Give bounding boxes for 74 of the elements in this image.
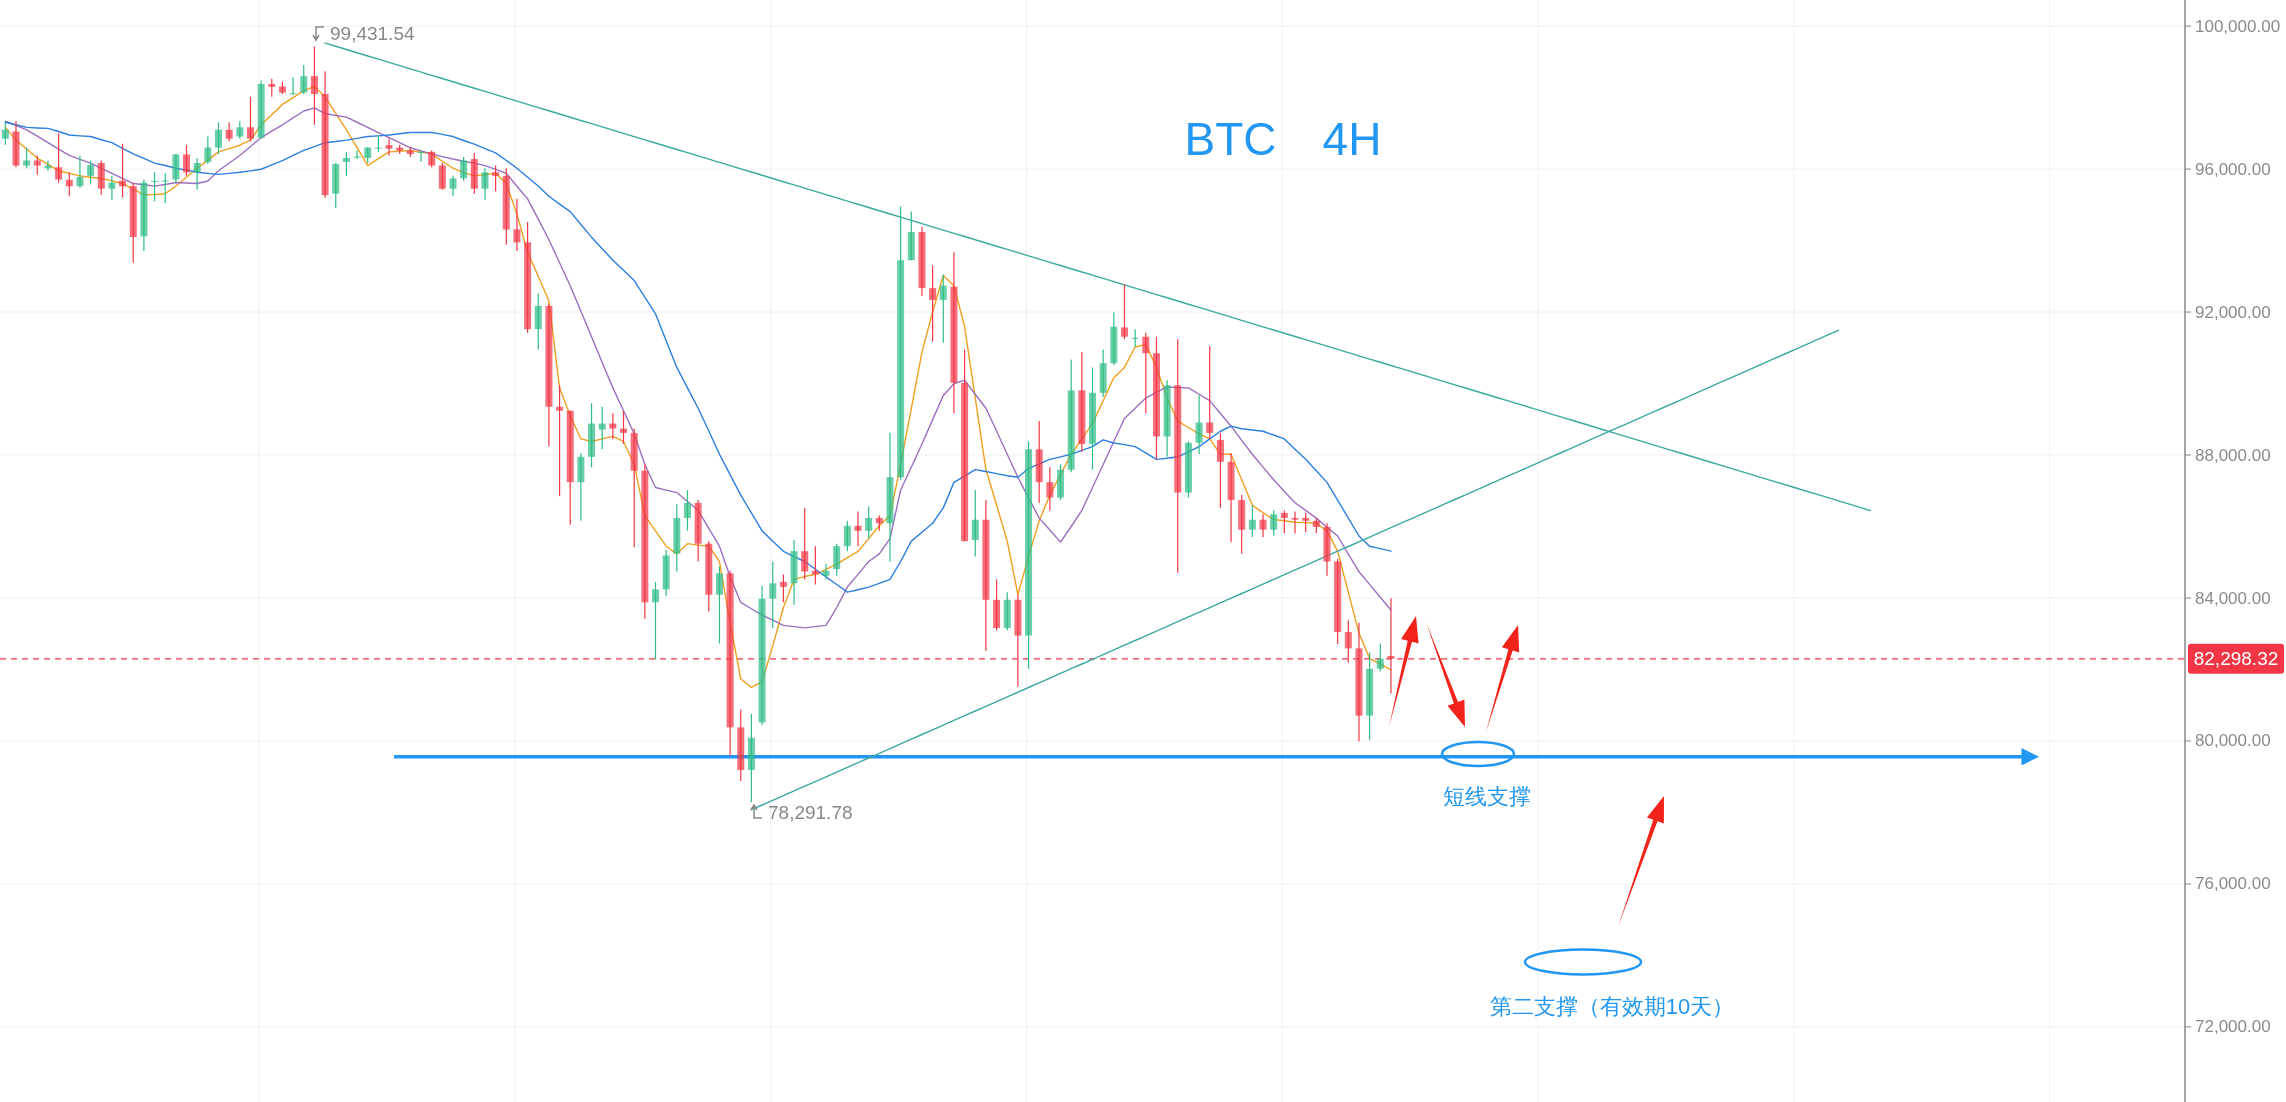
- candlestick: [1, 121, 9, 146]
- ref-line-label: 82,298.32: [2193, 648, 2279, 670]
- candlestick: [1259, 513, 1267, 538]
- candlestick: [23, 147, 31, 169]
- candlestick: [1280, 509, 1288, 534]
- candlestick: [342, 151, 350, 177]
- candlestick: [513, 198, 521, 252]
- candlestick: [556, 384, 564, 497]
- candlestick: [1291, 510, 1299, 534]
- candlestick: [620, 410, 628, 445]
- candlestick: [801, 507, 809, 581]
- candlestick: [449, 175, 457, 197]
- y-tick-label: 72,000.00: [2195, 1017, 2271, 1037]
- candlestick: [108, 175, 116, 201]
- candlestick: [1206, 345, 1214, 440]
- annotation: 78,291.78: [768, 801, 853, 823]
- candlestick: [854, 510, 862, 547]
- candlestick: [822, 563, 830, 581]
- candlestick: [289, 76, 297, 96]
- candlestick: [1120, 283, 1128, 340]
- candlestick: [44, 159, 52, 172]
- annotation: 第二支撑（有效期10天）: [1489, 993, 1735, 1019]
- candlestick: [76, 154, 84, 189]
- candlestick: [715, 565, 723, 644]
- candlestick: [310, 45, 318, 126]
- y-tick-label: 76,000.00: [2195, 874, 2271, 894]
- candlestick: [1376, 642, 1384, 672]
- candlestick: [438, 162, 446, 191]
- y-tick-label: 92,000.00: [2195, 302, 2271, 322]
- candlestick: [929, 264, 937, 343]
- candlestick: [769, 560, 777, 629]
- candlestick: [683, 489, 691, 532]
- candlestick: [598, 406, 606, 450]
- y-tick-label: 88,000.00: [2195, 445, 2271, 465]
- candlestick: [939, 273, 947, 344]
- candlestick: [183, 144, 191, 177]
- candlestick: [652, 581, 659, 661]
- candlestick: [1248, 504, 1256, 538]
- candlestick: [1046, 466, 1054, 512]
- candlestick: [1270, 509, 1278, 537]
- candlestick: [300, 64, 308, 95]
- candlestick: [1216, 432, 1224, 509]
- candlestick: [865, 505, 873, 540]
- text: BTC 4H: [1184, 113, 1382, 165]
- annotation: 99,431.54: [330, 22, 415, 44]
- candlestick: [1142, 332, 1150, 414]
- candlestick: [268, 78, 276, 98]
- candlestick: [481, 167, 489, 201]
- candlestick: [609, 412, 617, 440]
- candlestick: [460, 156, 468, 182]
- candlestick: [1302, 512, 1310, 533]
- candlestick: [833, 543, 841, 577]
- candlestick: [225, 121, 233, 143]
- candlestick: [119, 143, 127, 199]
- candlestick: [971, 489, 979, 558]
- candlestick: [65, 171, 73, 197]
- annotation: 短线支撑: [1443, 783, 1531, 809]
- candlestick: [534, 292, 542, 351]
- candlestick: [492, 164, 500, 192]
- candlestick: [843, 520, 851, 552]
- candlestick: [779, 573, 787, 603]
- candlestick: [55, 132, 63, 184]
- y-tick-label: 96,000.00: [2195, 159, 2271, 179]
- y-tick-label: 100,000.00: [2195, 16, 2281, 36]
- candlestick: [246, 96, 254, 143]
- y-tick-label: 84,000.00: [2195, 588, 2271, 608]
- candlestick: [193, 157, 201, 191]
- candlestick: [385, 138, 393, 157]
- candlestick: [87, 159, 95, 186]
- candlestick: [215, 121, 222, 155]
- candlestick: [204, 135, 212, 165]
- candlestick: [33, 154, 41, 176]
- candlestick: [1195, 394, 1203, 455]
- y-tick-label: 80,000.00: [2195, 731, 2271, 751]
